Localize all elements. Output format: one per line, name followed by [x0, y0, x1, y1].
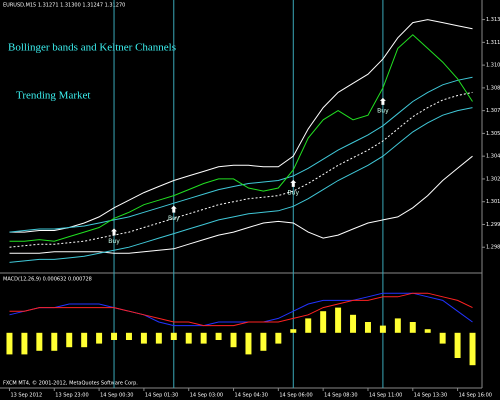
histogram-bar: [260, 332, 267, 351]
y-tick-label: 1.30850: [486, 85, 500, 91]
chart-subtitle: Trending Market: [16, 90, 90, 102]
histogram-bar: [454, 332, 461, 358]
histogram-bar: [275, 332, 282, 344]
histogram-bar: [215, 332, 222, 340]
histogram-bar: [379, 325, 386, 333]
chart-header: EURUSD,M15 1.31271 1.31300 1.31247 1.312…: [3, 3, 125, 9]
y-tick-label: 1.30250: [486, 176, 500, 182]
series-line: [9, 292, 473, 327]
histogram-bar: [335, 307, 342, 333]
histogram-bar: [21, 332, 28, 355]
y-tick-label: 1.31300: [486, 17, 500, 23]
histogram-bar: [290, 329, 297, 333]
histogram-bar: [305, 318, 312, 333]
y-tick-label: 1.30400: [486, 154, 500, 160]
buy-arrow: [290, 179, 297, 187]
histogram-bar: [424, 329, 431, 333]
buy-arrow: [111, 228, 118, 236]
histogram-bar: [96, 332, 103, 344]
x-tick-label: 14 Sep 00:30: [100, 393, 133, 399]
buy-arrow: [379, 97, 386, 105]
histogram-bar: [170, 332, 177, 340]
series-line: [9, 91, 473, 248]
histogram-bar: [66, 332, 73, 348]
x-tick-label: 14 Sep 01:30: [145, 393, 178, 399]
histogram-bar: [36, 332, 43, 351]
series-line: [9, 76, 473, 233]
footer: FXCM MT4, © 2001-2012, MetaQuotes Softwa…: [3, 380, 138, 387]
histogram-bar: [439, 332, 446, 344]
series-line: [9, 292, 473, 327]
histogram-bar: [409, 322, 416, 333]
x-tick-label: 14 Sep 03:00: [190, 393, 223, 399]
histogram-bar: [230, 332, 237, 348]
y-tick-label: 1.31150: [486, 40, 500, 46]
y-tick-label: 1.30100: [486, 199, 500, 205]
histogram-bar: [364, 322, 371, 333]
x-tick-label: 13 Sep 2012: [10, 393, 42, 399]
y-tick-label: 1.30550: [486, 131, 500, 137]
histogram-bar: [125, 332, 132, 340]
histogram-bar: [320, 311, 327, 333]
chart-title: Bollinger bands and Keltner Channels: [8, 42, 176, 54]
x-tick-label: 14 Sep 04:30: [235, 393, 268, 399]
series-line: [9, 155, 473, 254]
series-line: [9, 107, 473, 263]
histogram-bar: [185, 332, 192, 344]
buy-label: Buy: [168, 215, 180, 222]
histogram-bar: [81, 332, 88, 348]
histogram-bar: [200, 332, 207, 344]
series-line: [9, 34, 473, 242]
histogram-bar: [140, 332, 147, 344]
histogram-bar: [111, 332, 118, 340]
buy-label: Buy: [288, 189, 300, 196]
series-line: [9, 19, 473, 233]
histogram-bar: [245, 332, 252, 355]
buy-label: Buy: [377, 107, 389, 114]
y-tick-label: 1.29950: [486, 222, 500, 228]
buy-arrow: [170, 205, 177, 213]
histogram-bar: [155, 332, 162, 344]
buy-label: Buy: [108, 238, 120, 245]
x-tick-label: 14 Sep 16:00: [459, 393, 492, 399]
x-tick-label: 14 Sep 11:00: [369, 393, 402, 399]
histogram-bar: [350, 314, 357, 333]
x-tick-label: 14 Sep 06:00: [279, 393, 312, 399]
histogram-bar: [394, 318, 401, 333]
y-tick-label: 1.31000: [486, 63, 500, 69]
x-tick-label: 14 Sep 13:30: [414, 393, 447, 399]
macd-header: MACD(12,26,9) 0.000632 0.000728: [3, 277, 92, 283]
y-tick-label: 1.29800: [486, 245, 500, 251]
histogram-bar: [6, 332, 13, 355]
x-tick-label: 14 Sep 08:30: [324, 393, 357, 399]
histogram-bar: [469, 332, 476, 366]
x-tick-label: 13 Sep 23:00: [55, 393, 88, 399]
histogram-bar: [51, 332, 58, 351]
y-tick-label: 1.30700: [486, 108, 500, 114]
